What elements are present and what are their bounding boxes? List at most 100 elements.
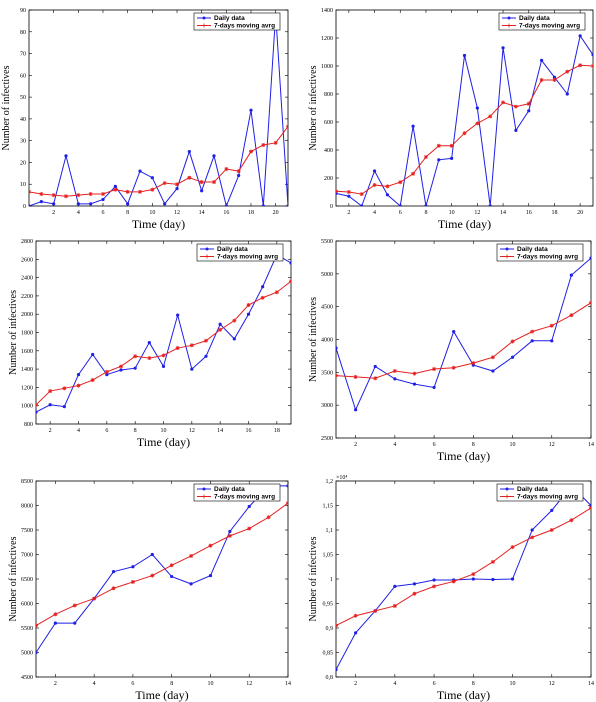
data-point: [513, 104, 518, 109]
data-point: [246, 312, 251, 316]
chart-panel-3: 2 4 6 8 10 12 14 16 18 800 1000 1200 1400 1600 1800 200…: [8, 239, 292, 449]
data-point: [133, 354, 138, 359]
data-point: [510, 339, 515, 344]
data-point: [261, 285, 265, 289]
data-point: [475, 106, 479, 110]
y-tick-label: 6000: [21, 602, 33, 608]
data-point: [550, 339, 554, 343]
data-point: [187, 175, 192, 180]
x-tick-label: 14: [199, 210, 205, 216]
y-tick-label: 400: [324, 148, 333, 154]
legend-label: 7-days moving avrg: [519, 23, 580, 30]
y-tick-label: 1,05: [323, 553, 334, 559]
data-point: [510, 577, 515, 581]
y-axis-label: Number of infectives: [308, 536, 319, 621]
data-point: [527, 109, 531, 113]
data-point: [246, 303, 251, 308]
data-point: [237, 173, 241, 178]
data-point: [36, 650, 38, 655]
y-tick-label: 20: [20, 160, 26, 166]
y-tick-label: 0,95: [323, 602, 334, 608]
data-point: [64, 194, 68, 199]
series-moving-average: [36, 501, 288, 628]
legend-label: Daily data: [214, 486, 245, 493]
data-point: [212, 154, 216, 158]
y-tick-label: 2400: [21, 276, 33, 282]
data-point: [266, 515, 271, 520]
data-point: [76, 193, 81, 198]
data-point: [411, 124, 415, 128]
legend-marker: [205, 254, 209, 259]
y-tick-label: 8000: [21, 504, 33, 510]
data-point: [373, 376, 378, 381]
data-point: [163, 202, 167, 206]
y-tick-label: 800: [324, 92, 333, 98]
data-point: [161, 364, 166, 368]
legend-label: Daily data: [519, 15, 550, 22]
y-tick-label: 1800: [21, 331, 33, 337]
legend-box: [496, 243, 584, 262]
y-axis-label: Number of infectives: [308, 65, 319, 150]
data-point: [175, 182, 179, 187]
legend-label: 7-days moving avrg: [214, 23, 275, 30]
y-tick-label: 2000: [21, 312, 33, 318]
data-point: [385, 184, 390, 189]
data-point: [346, 190, 351, 194]
data-point: [227, 533, 232, 538]
x-tick-label: 10: [207, 681, 213, 687]
x-tick-label: 4: [373, 210, 376, 216]
legend-marker: [202, 23, 206, 28]
data-point: [53, 612, 58, 617]
y-tick-label: 0: [23, 204, 26, 210]
x-tick-label: 2: [354, 681, 357, 687]
data-point: [530, 339, 534, 343]
data-point: [29, 204, 31, 206]
series-line: [36, 502, 288, 626]
data-point: [373, 608, 378, 613]
y-tick-label: 50: [20, 95, 26, 101]
data-point: [199, 180, 204, 185]
y-tick-label: 1,1: [326, 528, 334, 534]
series-line: [336, 485, 591, 670]
x-tick-label: 4: [393, 442, 396, 448]
data-point: [539, 78, 544, 82]
data-point: [392, 369, 397, 374]
data-point: [289, 279, 291, 284]
data-point: [208, 543, 213, 548]
data-point: [412, 582, 417, 586]
series-line: [29, 14, 288, 206]
chart-panel-1: 2 4 6 8 10 12 14 16 18 20 0 10 20 30 40 50 60 70 80 90 Time …: [1, 8, 289, 231]
data-point: [589, 256, 591, 260]
data-point: [471, 361, 476, 366]
legend-label: 7-days moving avrg: [217, 254, 278, 261]
x-axis-label: Time (day): [437, 449, 490, 463]
data-point: [471, 572, 476, 577]
series-line: [36, 254, 291, 413]
y-tick-label: 200: [324, 176, 333, 182]
data-point: [353, 613, 358, 618]
x-tick-label: 4: [77, 428, 80, 434]
y-tick-label: 5500: [321, 239, 333, 245]
data-point: [162, 181, 167, 186]
y-tick-label: 0,9: [326, 626, 334, 632]
data-point: [360, 204, 364, 206]
data-point: [208, 573, 213, 578]
data-point: [138, 189, 142, 194]
data-point: [452, 330, 456, 334]
x-tick-label: 4: [93, 681, 96, 687]
data-point: [437, 158, 441, 162]
data-point: [393, 584, 397, 588]
x-tick-label: 12: [189, 428, 195, 434]
data-point: [150, 187, 155, 192]
data-point: [39, 192, 44, 197]
data-point: [392, 603, 397, 608]
y-tick-label: 5500: [21, 626, 33, 632]
y-tick-label: 1400: [321, 8, 333, 14]
data-point: [530, 329, 535, 334]
legend-marker: [202, 487, 206, 491]
data-point: [76, 202, 80, 206]
y-tick-label: 60: [20, 73, 26, 79]
legend-label: Daily data: [214, 15, 245, 22]
x-tick-label: 18: [248, 210, 254, 216]
